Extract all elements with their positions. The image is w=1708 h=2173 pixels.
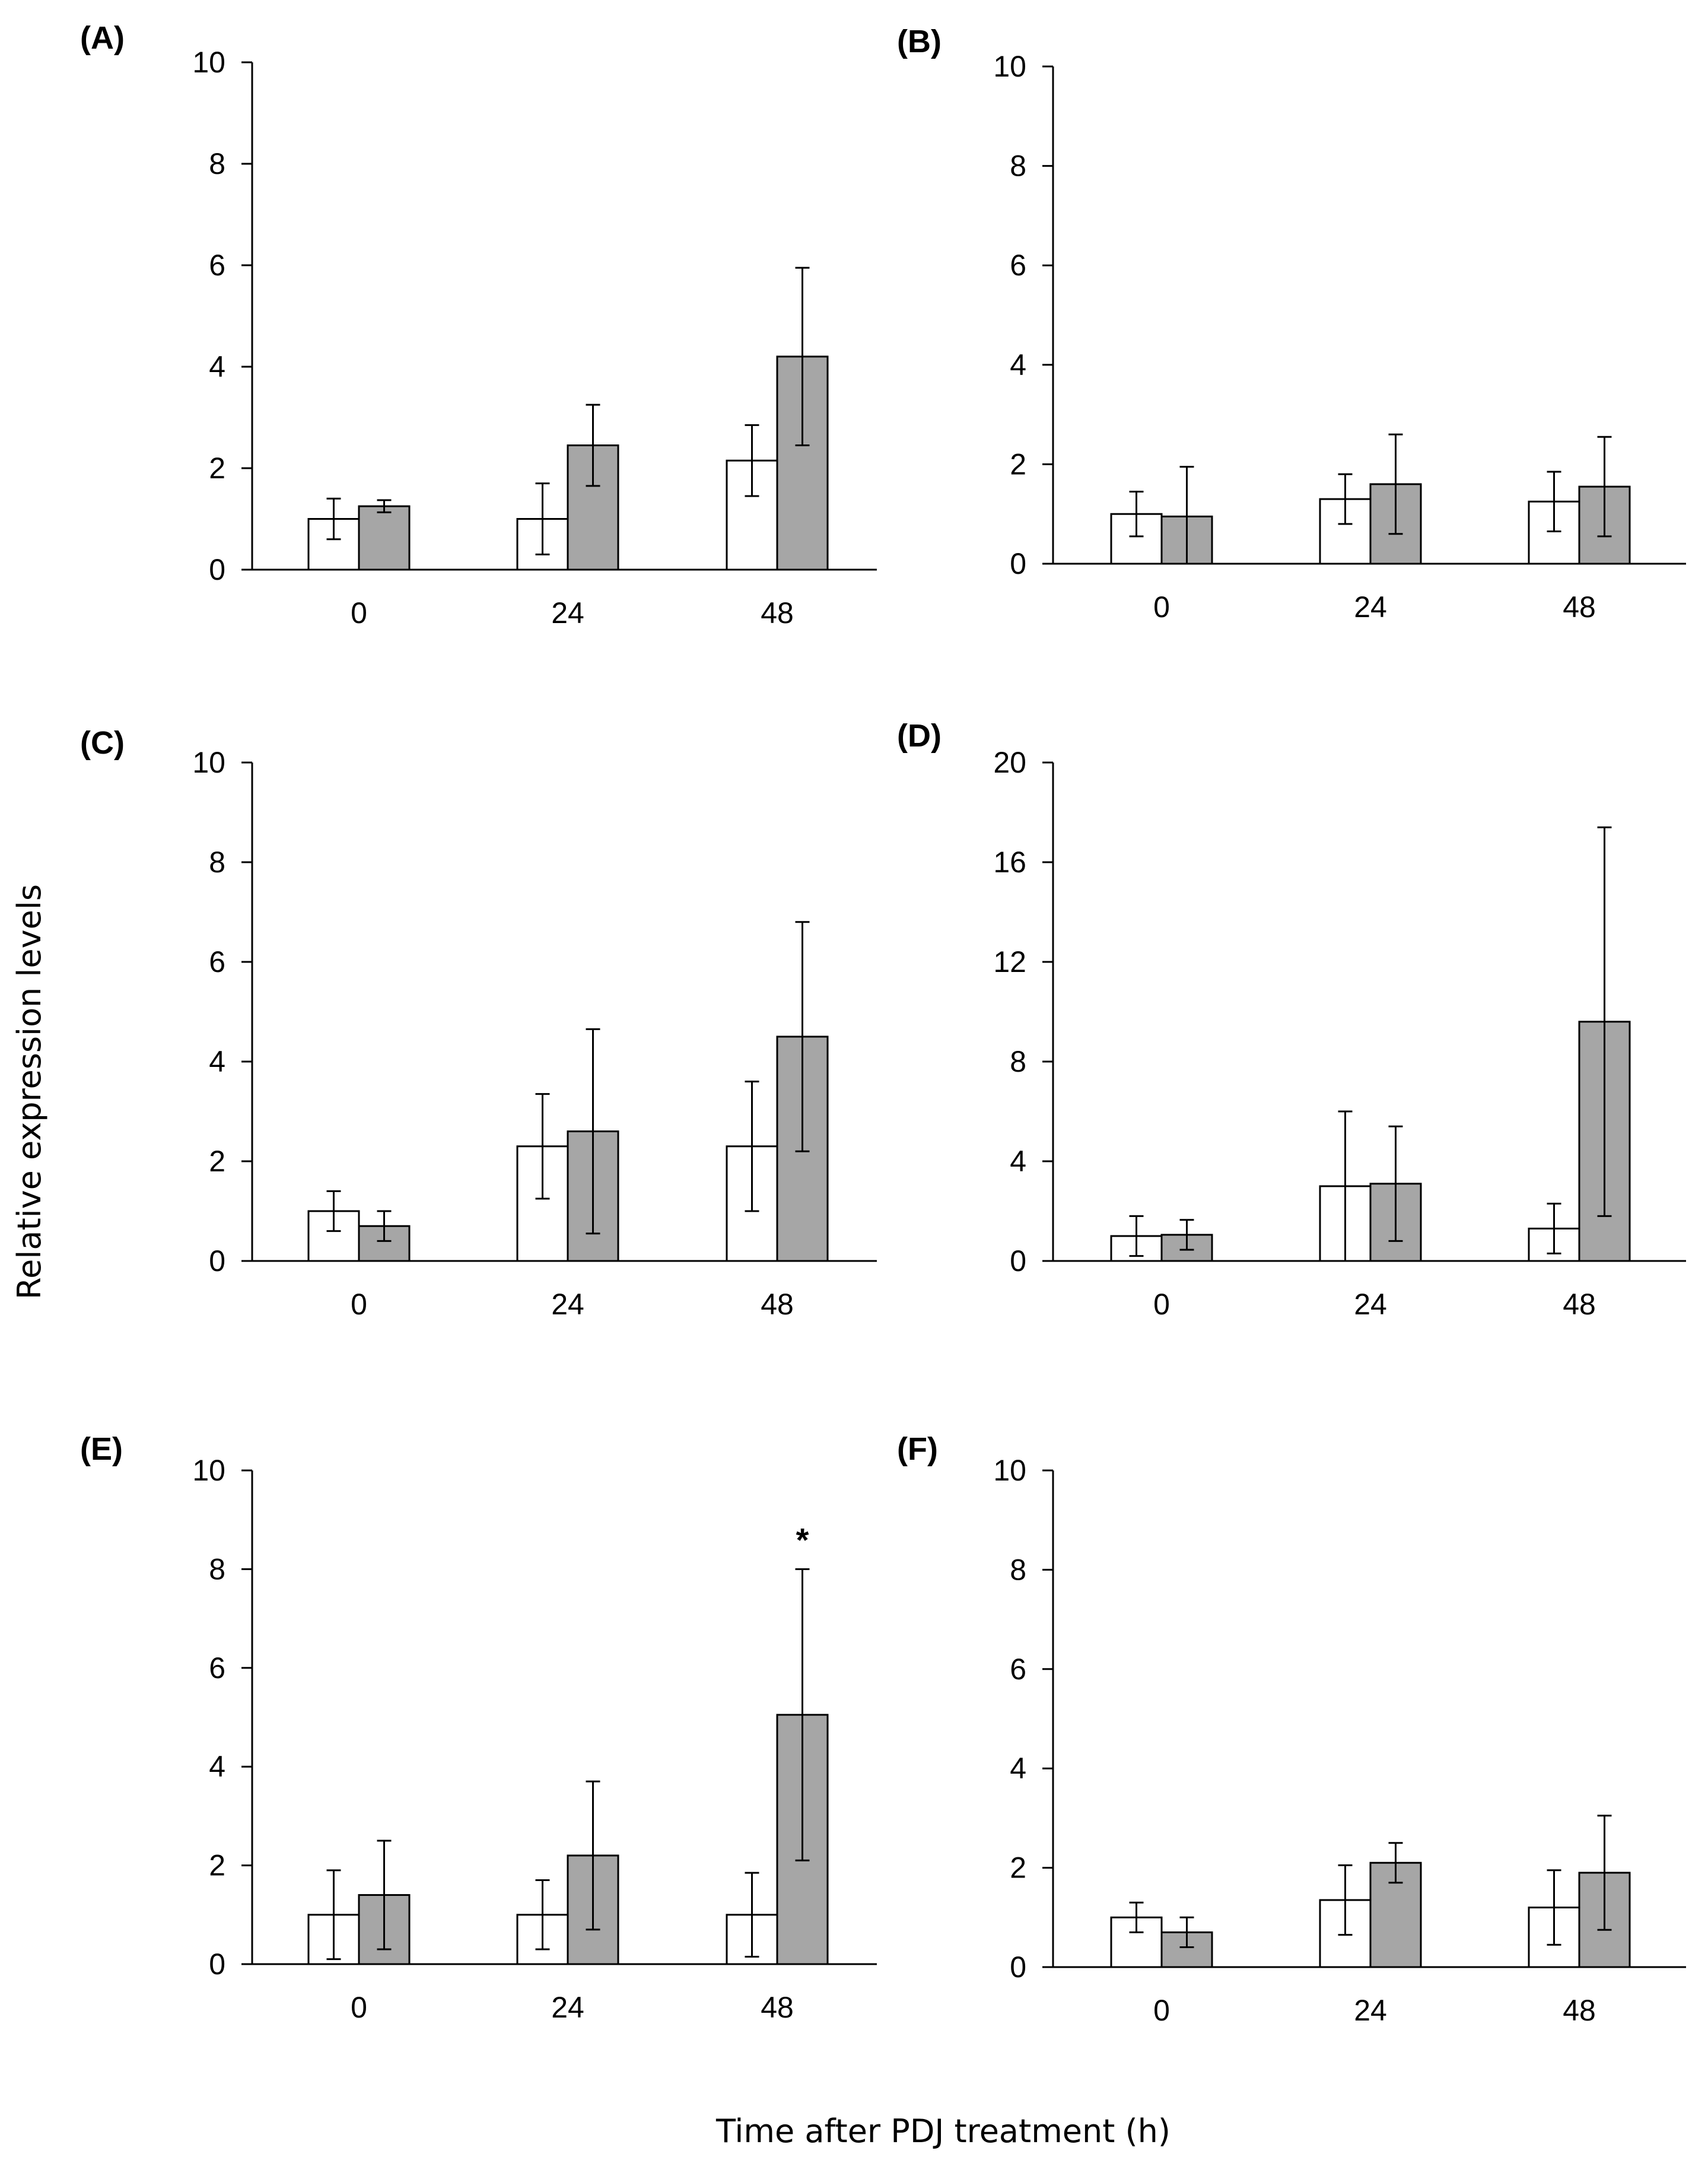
y-tick-label: 6 <box>209 249 225 282</box>
y-tick-label: 2 <box>209 1145 225 1178</box>
significance-marker: * <box>796 1521 809 1558</box>
y-tick-label: 6 <box>1010 249 1026 282</box>
y-tick-label: 4 <box>1010 1145 1026 1178</box>
x-tick-label: 24 <box>1354 1994 1387 2027</box>
y-tick-label: 8 <box>209 147 225 180</box>
y-tick-label: 4 <box>209 1045 225 1078</box>
y-tick-label: 0 <box>1010 1950 1026 1984</box>
panel-label: (F) <box>897 1431 938 1467</box>
x-tick-label: 48 <box>761 596 794 630</box>
panel-label: (B) <box>897 24 942 59</box>
y-tick-label: 20 <box>993 746 1026 779</box>
x-tick-label: 0 <box>351 1288 367 1321</box>
y-tick-label: 8 <box>209 1552 225 1586</box>
x-tick-label: 0 <box>1153 1288 1170 1321</box>
bar-PDJ <box>358 505 411 571</box>
y-tick-label: 2 <box>1010 1851 1026 1885</box>
y-tick-label: 10 <box>192 46 225 79</box>
y-tick-label: 8 <box>1010 1045 1026 1078</box>
x-tick-label: 24 <box>1354 1288 1387 1321</box>
y-tick-label: 6 <box>209 1651 225 1685</box>
y-tick-label: 8 <box>1010 1553 1026 1586</box>
y-tick-label: 10 <box>192 1454 225 1487</box>
y-tick-label: 0 <box>209 1244 225 1278</box>
y-tick-label: 4 <box>209 1750 225 1783</box>
y-tick-label: 2 <box>209 1849 225 1882</box>
y-tick-label: 0 <box>209 1948 225 1981</box>
x-tick-label: 48 <box>761 1991 794 2024</box>
x-tick-label: 0 <box>1153 590 1170 624</box>
y-tick-label: 4 <box>209 350 225 383</box>
y-tick-label: 0 <box>1010 1244 1026 1278</box>
y-tick-label: 4 <box>1010 1752 1026 1785</box>
x-tick-label: 48 <box>1563 1288 1596 1321</box>
y-tick-label: 8 <box>209 846 225 879</box>
x-axis-title: Time after PDJ treatment (h) <box>715 2112 1171 2150</box>
x-tick-label: 0 <box>351 596 367 630</box>
x-tick-label: 24 <box>1354 590 1387 624</box>
y-tick-label: 2 <box>1010 447 1026 481</box>
y-tick-label: 16 <box>993 846 1026 879</box>
y-axis-title: Relative expression levels <box>11 884 48 1300</box>
y-tick-label: 6 <box>1010 1653 1026 1686</box>
y-tick-label: 10 <box>993 50 1026 83</box>
y-tick-label: 2 <box>209 452 225 485</box>
x-tick-label: 48 <box>1563 1994 1596 2027</box>
panel-label: (D) <box>897 718 942 754</box>
panel-label: (C) <box>80 725 125 761</box>
x-tick-label: 0 <box>1153 1994 1170 2027</box>
x-tick-label: 24 <box>551 1991 584 2024</box>
y-tick-label: 8 <box>1010 150 1026 183</box>
x-tick-label: 24 <box>551 1288 584 1321</box>
y-tick-label: 6 <box>209 945 225 979</box>
y-tick-label: 10 <box>993 1454 1026 1487</box>
x-tick-label: 48 <box>1563 590 1596 624</box>
y-tick-label: 12 <box>993 945 1026 979</box>
panel-label: (E) <box>80 1431 123 1467</box>
y-tick-label: 10 <box>192 746 225 779</box>
x-tick-label: 48 <box>761 1288 794 1321</box>
panel-label: (A) <box>80 20 125 56</box>
x-tick-label: 24 <box>551 596 584 630</box>
x-tick-label: 0 <box>351 1991 367 2024</box>
y-tick-label: 0 <box>1010 547 1026 580</box>
y-tick-label: 0 <box>209 553 225 586</box>
y-tick-label: 4 <box>1010 348 1026 382</box>
